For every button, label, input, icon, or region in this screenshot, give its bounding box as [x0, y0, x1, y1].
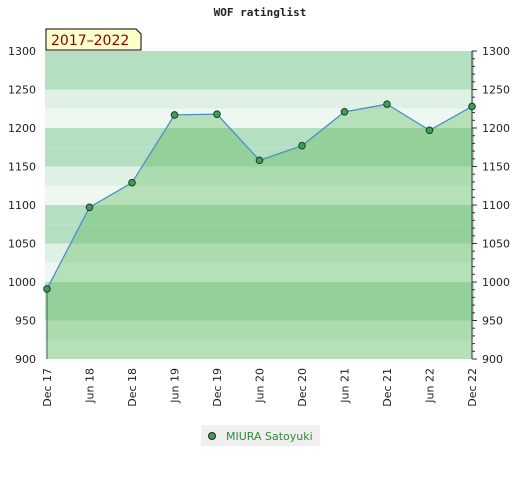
series-area	[47, 104, 472, 359]
y-tick-label-left: 1100	[8, 199, 36, 212]
x-tick-label: Jun 20	[254, 368, 267, 404]
y-tick-label-right: 950	[482, 315, 503, 328]
y-tick-label-right: 1250	[482, 84, 510, 97]
x-tick-label: Dec 20	[296, 368, 309, 407]
y-tick-label-left: 1300	[8, 45, 36, 58]
data-point	[383, 100, 391, 108]
data-point	[213, 110, 221, 118]
y-tick-label-right: 1300	[482, 45, 510, 58]
data-point	[340, 108, 349, 116]
badge-box	[45, 28, 142, 51]
data-point	[170, 111, 179, 119]
x-tick-label: Jun 21	[339, 368, 352, 404]
rating-band	[45, 185, 474, 205]
y-tick-label-left: 950	[15, 315, 36, 328]
data-marks	[43, 100, 476, 293]
x-tick-label: Jun 18	[84, 368, 97, 404]
period-badge: 2017–2022	[45, 28, 142, 51]
data-point	[85, 203, 94, 212]
x-tick-label: Dec 22	[466, 368, 479, 407]
rating-band	[45, 70, 474, 90]
rating-band	[45, 262, 474, 282]
x-tick-label: Dec 19	[211, 368, 224, 407]
chart-title: WOF ratinglist	[214, 6, 307, 19]
y-tick-label-left: 1150	[8, 161, 36, 174]
y-tick-label-right: 1050	[482, 238, 510, 251]
rating-band	[45, 89, 474, 109]
data-point	[43, 285, 51, 293]
y-tick-label-right: 1100	[482, 199, 510, 212]
data-point	[128, 178, 136, 187]
y-tick-label-right: 1150	[482, 161, 510, 174]
x-tick-label: Dec 17	[41, 368, 54, 407]
rating-band	[45, 108, 474, 128]
data-point	[298, 141, 306, 150]
rating-band	[45, 339, 474, 359]
axes: 900 900 950 950 1000 1000 1050 1050 1100 1100 1150…	[8, 45, 510, 407]
x-tick-label: Jun 19	[169, 368, 182, 404]
rating-band	[45, 282, 474, 302]
y-tick-label-left: 1050	[8, 238, 36, 251]
rating-band	[45, 128, 474, 148]
rating-band	[45, 320, 474, 340]
legend-marker-icon	[208, 432, 216, 440]
x-tick-label: Dec 21	[381, 368, 394, 407]
legend[interactable]: MIURA Satoyuki	[201, 425, 320, 446]
y-tick-label-left: 1200	[8, 122, 36, 135]
x-tick-label: Jun 22	[424, 368, 437, 404]
rating-band	[45, 166, 474, 186]
data-point	[425, 126, 434, 135]
y-tick-label-left: 1000	[8, 276, 36, 289]
badge-label: 2017–2022	[51, 33, 129, 49]
y-tick-label-right: 1200	[482, 122, 510, 135]
data-point	[468, 102, 476, 111]
rating-bands	[45, 51, 474, 359]
rating-band	[45, 51, 474, 71]
legend-box	[201, 425, 320, 446]
rating-band	[45, 224, 474, 244]
rating-band	[45, 205, 474, 225]
data-point	[255, 156, 264, 165]
rating-band	[45, 243, 474, 263]
y-tick-label-left: 1250	[8, 84, 36, 97]
legend-label: MIURA Satoyuki	[226, 430, 313, 443]
y-tick-label-left: 900	[15, 353, 36, 366]
x-tick-label: Dec 18	[126, 368, 139, 407]
rating-band	[45, 301, 474, 321]
y-tick-label-right: 1000	[482, 276, 510, 289]
y-tick-label-right: 900	[482, 353, 503, 366]
